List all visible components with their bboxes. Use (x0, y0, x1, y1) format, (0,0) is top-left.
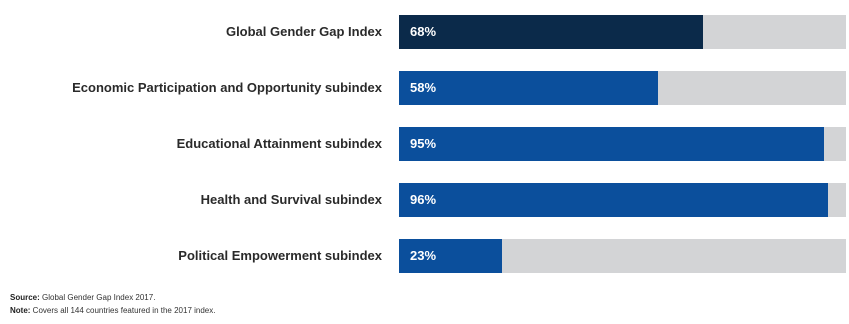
bar-row: Political Empowerment subindex 23% (0, 239, 849, 273)
bar-track: 96% (399, 183, 846, 217)
value-label: 95% (410, 136, 437, 151)
value-label: 96% (410, 192, 437, 207)
bar: 58% (399, 71, 658, 105)
value-label: 68% (410, 24, 437, 39)
note-text: Covers all 144 countries featured in the… (30, 306, 216, 315)
source-note: Source: Global Gender Gap Index 2017. (10, 293, 155, 302)
value-label: 58% (410, 80, 437, 95)
category-label: Health and Survival subindex (200, 192, 382, 207)
source-label: Source: (10, 293, 40, 302)
note-label: Note: (10, 306, 31, 315)
source-text: Global Gender Gap Index 2017. (39, 293, 156, 302)
bar-track: 95% (399, 127, 846, 161)
bar: 23% (399, 239, 502, 273)
category-label: Political Empowerment subindex (178, 248, 382, 263)
category-label: Educational Attainment subindex (176, 136, 382, 151)
bar: 95% (399, 127, 824, 161)
category-label: Economic Participation and Opportunity s… (72, 80, 382, 95)
bar-track: 23% (399, 239, 846, 273)
coverage-note: Note: Covers all 144 countries featured … (10, 306, 215, 315)
bar-track: 68% (399, 15, 846, 49)
bar-track: 58% (399, 71, 846, 105)
bar-row: Economic Participation and Opportunity s… (0, 71, 849, 105)
bar-row: Educational Attainment subindex 95% (0, 127, 849, 161)
bar-row: Health and Survival subindex 96% (0, 183, 849, 217)
category-label: Global Gender Gap Index (225, 24, 382, 39)
value-label: 23% (410, 248, 437, 263)
bar-row: Global Gender Gap Index 68% (0, 15, 849, 49)
bar: 96% (399, 183, 828, 217)
bar: 68% (399, 15, 703, 49)
